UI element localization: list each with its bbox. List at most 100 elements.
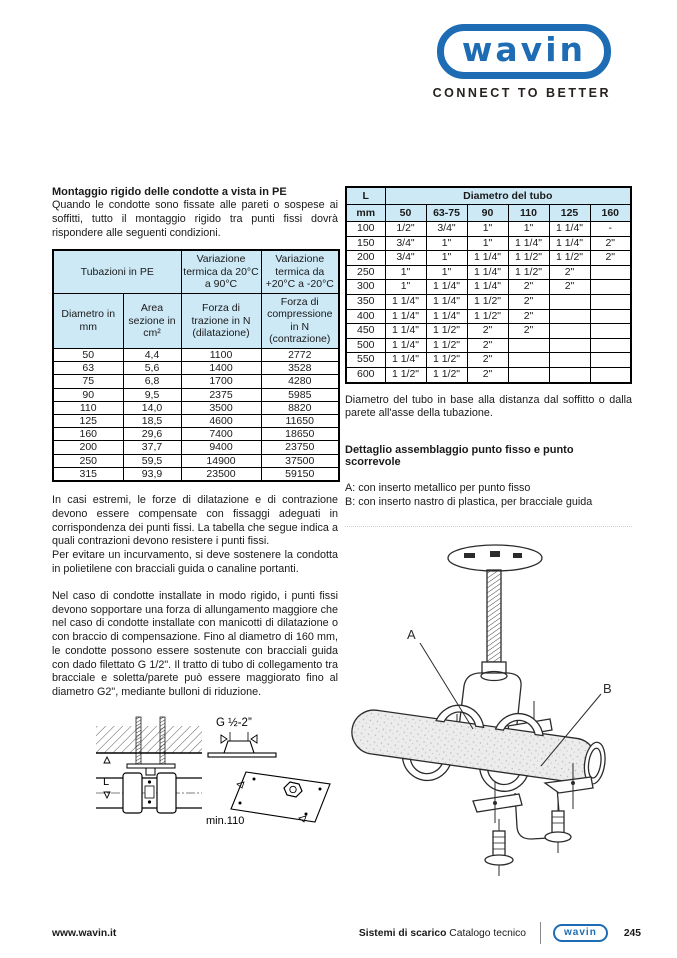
right-column: L Diametro del tubo mm 50 63-75 90 110 1…: [345, 186, 632, 884]
table-cell: 5,6: [122, 361, 182, 376]
table-row: 100 1/2" 3/4" 1" 1" 1 1/4" -: [345, 221, 632, 237]
table-cell: 1400: [180, 361, 262, 376]
table-cell: [589, 323, 632, 339]
table-cell: 1/2": [384, 221, 427, 237]
table-row: 90 9,5 2375 5985: [52, 387, 340, 402]
pe-forces-table-body: 50 4,4 1100 2772 63 5,6 1400 3528 75 6,8 1700 4280 9…: [52, 347, 340, 482]
table-row: 125 18,5 4600 11650: [52, 413, 340, 429]
table-cell: 1": [507, 221, 550, 237]
table-cell: 3/4": [384, 235, 427, 252]
threaded-rod: [159, 716, 166, 765]
table-row: 450 1 1/4" 1 1/2" 2" 2": [345, 323, 632, 339]
column-header-cell: 90: [466, 204, 509, 222]
thread-size-label: G ½-2”: [216, 717, 252, 729]
column-header-cell: Area sezione in cm²: [122, 292, 182, 349]
table-cell: 1 1/2": [425, 337, 468, 354]
table-cell: 3/4": [384, 250, 427, 266]
table-cell: 600: [345, 366, 386, 384]
table-row: Diametro in mm Area sezione in cm² Forza…: [52, 292, 340, 349]
table-row: Tubazioni in PE Variazione termica da 20…: [52, 249, 340, 294]
upper-bracket: [458, 672, 522, 727]
table-cell: 1 1/2": [425, 366, 468, 384]
table-cell: 2": [466, 337, 509, 354]
table-cell: 350: [345, 293, 386, 310]
table-row: 300 1" 1 1/4" 1 1/4" 2" 2": [345, 279, 632, 295]
section-heading: Montaggio rigido delle condotte a vista …: [52, 186, 287, 198]
table-cell: 37,7: [122, 440, 182, 455]
table-cell: 2375: [180, 387, 262, 402]
table-cell: 7400: [180, 427, 262, 442]
threaded-rod: [135, 716, 142, 765]
hex-nut: [283, 781, 303, 798]
table-cell: 1": [425, 250, 468, 266]
table-cell: 1 1/4": [384, 352, 427, 368]
paragraph: In casi estremi, le forze di dilatazione…: [52, 493, 338, 548]
table-cell: [548, 323, 591, 339]
table-cell: [589, 337, 632, 354]
table-cell: 125: [52, 413, 124, 429]
header-brand: wavin CONNECT TO BETTER: [433, 24, 611, 100]
table-row: 63 5,6 1400 3528: [52, 361, 340, 376]
table-cell: 18650: [260, 427, 340, 442]
table-cell: 3500: [180, 400, 262, 415]
table-cell: 1 1/4": [466, 279, 509, 295]
table-row: 550 1 1/4" 1 1/2" 2": [345, 352, 632, 368]
table-row: 250 1" 1" 1 1/4" 1 1/2" 2": [345, 264, 632, 281]
assembly-illustration-frame: A B: [345, 525, 632, 884]
table-cell: 59150: [260, 466, 340, 482]
legend-line-a: A: con inserto metallico per punto fisso: [345, 482, 531, 495]
table-caption: Diametro del tubo in base alla distanza …: [345, 393, 632, 420]
pipe-diameter-table: L Diametro del tubo mm 50 63-75 90 110 1…: [345, 186, 632, 384]
column-header-cell: 63-75: [425, 204, 468, 222]
table-row: mm 50 63-75 90 110 125 160: [345, 204, 632, 222]
table-cell: [548, 293, 591, 310]
table-cell: 1": [425, 264, 468, 281]
mounting-diagram: L G ½-2” min.110: [96, 716, 331, 827]
table-cell: 75: [52, 374, 124, 389]
footer-series-bold: Sistemi di scarico: [358, 927, 447, 939]
table-cell: 110: [52, 400, 124, 415]
table-cell: 1 1/2": [507, 264, 550, 281]
table-cell: 1 1/4": [425, 279, 468, 295]
table-cell: 1": [466, 235, 509, 252]
table-cell: 18,5: [122, 413, 182, 429]
table-cell: 1 1/2": [548, 250, 591, 266]
table-cell: 1 1/4": [466, 250, 509, 266]
table-row: 50 4,4 1100 2772: [52, 347, 340, 363]
table-cell: 200: [52, 440, 124, 455]
ceiling-hatch: [96, 726, 202, 754]
column-header-cell: 50: [384, 204, 427, 222]
brand-tagline: CONNECT TO BETTER: [432, 86, 611, 100]
table-cell: 2": [466, 366, 509, 384]
table-cell: 1 1/2": [425, 323, 468, 339]
table-cell: 29,6: [122, 427, 182, 442]
table-cell: 59,5: [122, 453, 182, 468]
table-cell: 4,4: [122, 347, 182, 363]
pipe-diameter-table-body: 100 1/2" 3/4" 1" 1" 1 1/4" -150 3/4" 1" 1" 1 1/4" 1…: [345, 221, 632, 384]
table-cell: 50: [52, 347, 124, 363]
column-header-cell: Diametro in mm: [52, 292, 124, 349]
table-cell: 2": [507, 293, 550, 310]
wavin-logo: wavin: [436, 24, 611, 79]
guide-strap: [401, 757, 452, 781]
table-cell: [589, 308, 632, 325]
table-cell: 1 1/4": [384, 337, 427, 354]
pipe-clamp: [122, 772, 143, 814]
table-cell: 2": [507, 308, 550, 325]
group-header-cell: Diametro del tubo: [384, 186, 632, 205]
table-cell: 11650: [260, 413, 340, 429]
column-header-cell: 110: [507, 204, 550, 222]
table-cell: 14900: [180, 453, 262, 468]
footer-series-regular: Catalogo tecnico: [449, 927, 527, 939]
page-footer: www.wavin.it Sistemi di scarico Catalogo…: [52, 922, 641, 944]
column-header-cell: mm: [345, 204, 386, 222]
table-cell: 9,5: [122, 387, 182, 402]
table-cell: 300: [345, 279, 386, 295]
table-cell: 200: [345, 250, 386, 266]
table-cell: 1 1/4": [384, 323, 427, 339]
table-cell: 1 1/4": [548, 221, 591, 237]
table-cell: 37500: [260, 453, 340, 468]
column-header-cell: 125: [548, 204, 591, 222]
table-cell: 93,9: [122, 466, 182, 482]
legend-line-b: B: con inserto nastro di plastica, per b…: [345, 495, 593, 508]
